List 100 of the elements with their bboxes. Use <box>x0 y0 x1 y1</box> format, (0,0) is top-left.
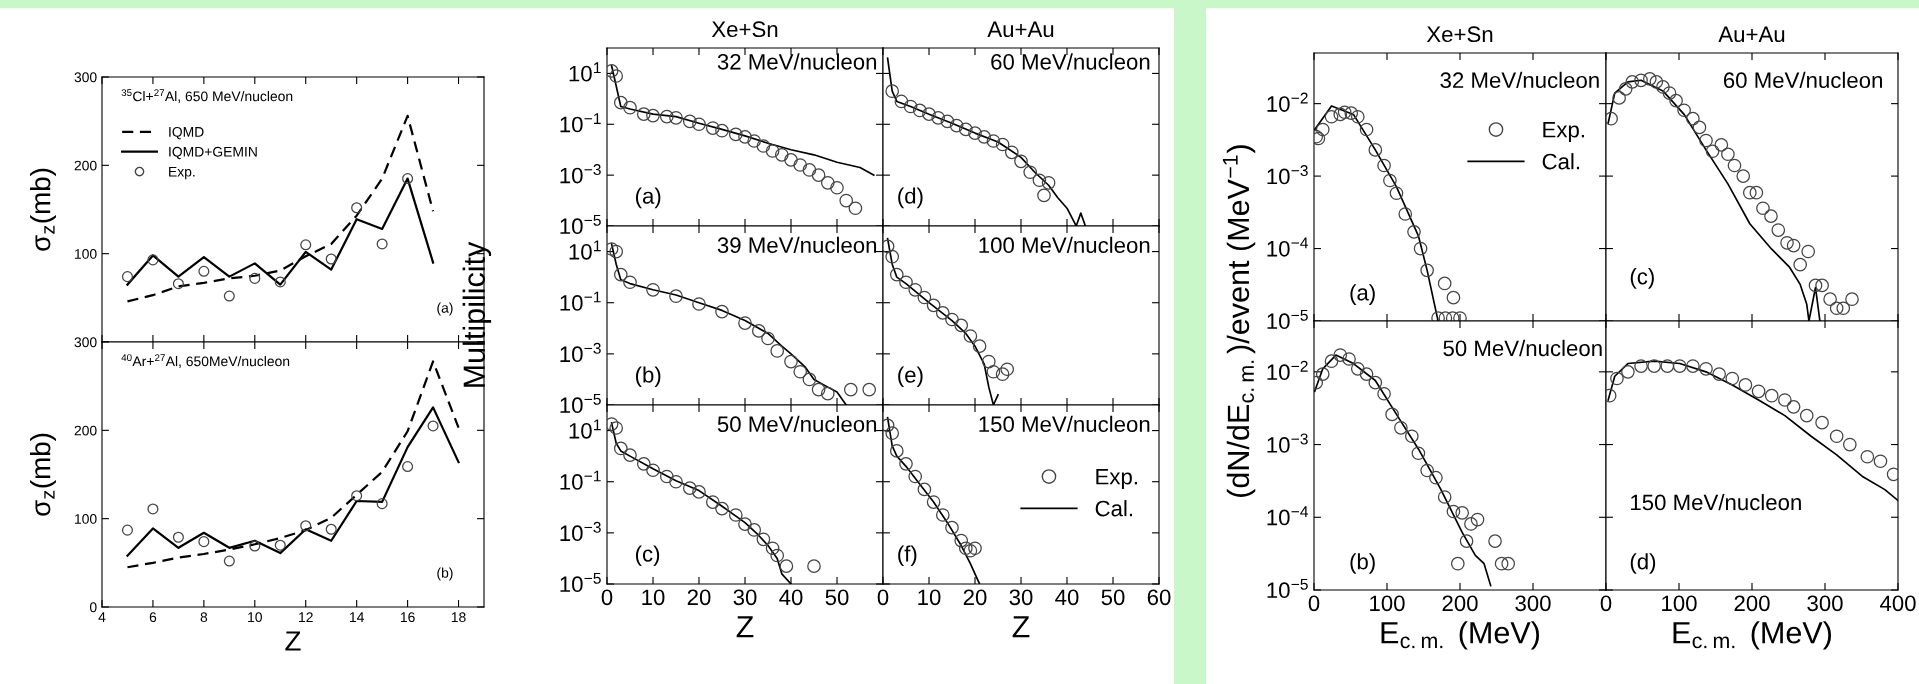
annotation: (e) <box>898 366 923 388</box>
annotation: 50 MeV/nucleon <box>1443 339 1602 357</box>
x-tick-label: 300 <box>1807 595 1843 612</box>
y-tick-label: 10$^{−4}$ <box>1267 237 1309 257</box>
x-tick-label: 6 <box>149 612 157 623</box>
annotation: (a) <box>437 302 453 316</box>
x-tick-label: 200 <box>1734 595 1770 612</box>
annotation: $^{40}$Ar+$^{27}$Al, 650MeV/nucleon <box>121 354 290 368</box>
x-tick-label: 18 <box>451 612 466 623</box>
x-axis-title: E$_{c.m.}$ (MeV) <box>1673 621 1831 650</box>
x-tick-label: 400 <box>1879 595 1916 612</box>
x-tick-label: 12 <box>299 612 313 622</box>
chart-title: Au+Au <box>987 21 1054 38</box>
x-axis-title: Z <box>1012 616 1030 638</box>
annotation: 39 MeV/nucleon <box>717 236 877 254</box>
x-tick-label: 4 <box>98 612 106 622</box>
annotation: (f) <box>898 545 917 567</box>
legend-label: IQMD+GEMIN <box>169 146 257 160</box>
y-tick-label: 10$^{−5}$ <box>1267 309 1308 330</box>
y-tick-label: 10$^{−5}$ <box>1267 578 1308 599</box>
x-tick-label: 30 <box>733 589 757 606</box>
x-tick-label: 0 <box>877 589 889 606</box>
y-tick-label: 200 <box>74 425 97 436</box>
x-tick-label: 30 <box>1009 589 1033 606</box>
annotation: 50 MeV/nucleon <box>717 415 877 433</box>
chart-title: Au+Au <box>1718 26 1785 43</box>
x-tick-label: 50 <box>825 589 849 606</box>
x-tick-label: 10 <box>918 589 941 606</box>
annotation: (d) <box>898 187 923 209</box>
x-axis-title: E$_{c.m.}$ (MeV) <box>1381 621 1539 650</box>
x-tick-label: 20 <box>687 589 711 606</box>
annotation: (b) <box>1350 553 1375 574</box>
annotation: (b) <box>635 366 661 388</box>
annotation: 150 MeV/nucleon <box>979 415 1150 433</box>
y-axis-title: σ$_{z}$(mb) <box>30 168 56 251</box>
x-tick-label: 20 <box>963 589 987 606</box>
y-axis-title: Multipilicity <box>462 241 492 387</box>
annotation: 32 MeV/nucleon <box>717 53 877 70</box>
legend-label: Exp. <box>169 166 195 180</box>
y-axis-title: σ$_{z}$(mb) <box>30 433 56 516</box>
x-tick-label: 50 <box>1101 589 1125 606</box>
y-tick-label: 10$^{1}$ <box>569 240 601 260</box>
y-tick-label: 10$^{−3}$ <box>560 342 601 363</box>
y-tick-label: 10$^{−1}$ <box>560 470 601 490</box>
x-tick-label: 40 <box>1055 589 1079 606</box>
y-tick-label: 100 <box>75 514 97 524</box>
x-tick-label: 10 <box>248 612 262 623</box>
x-tick-label: 10 <box>642 589 665 606</box>
y-tick-label: 300 <box>74 337 97 348</box>
y-tick-label: 10$^{−3}$ <box>560 164 601 184</box>
y-tick-label: 10$^{−3}$ <box>560 521 601 542</box>
y-tick-label: 10$^{1}$ <box>569 419 601 439</box>
x-tick-label: 40 <box>779 589 803 606</box>
annotation: 60 MeV/nucleon <box>1723 71 1882 89</box>
annotation: 60 MeV/nucleon <box>991 53 1150 70</box>
annotation: (d) <box>1630 553 1656 574</box>
y-tick-label: 100 <box>75 249 97 259</box>
annotation: (b) <box>437 567 453 581</box>
y-tick-label: 300 <box>74 72 97 83</box>
legend-label: Exp. <box>1096 469 1137 489</box>
x-tick-label: 16 <box>400 612 415 623</box>
x-tick-label: 0 <box>1600 595 1612 612</box>
y-tick-label: 10$^{−3}$ <box>1267 165 1308 185</box>
legend-label: Cal. <box>1095 500 1133 517</box>
x-tick-label: 8 <box>200 612 208 623</box>
y-tick-label: 10$^{1}$ <box>569 62 601 82</box>
y-tick-label: 10$^{−3}$ <box>1267 433 1308 453</box>
y-axis-title: (dN/dE$_{c.m.}$)/event (MeV$^{−1}$) <box>1222 145 1256 497</box>
legend-label: Cal. <box>1542 153 1580 170</box>
annotation: 32 MeV/nucleon <box>1440 71 1599 89</box>
annotation: (c) <box>635 545 660 567</box>
x-tick-label: 60 <box>1147 589 1171 606</box>
x-tick-label: 0 <box>1308 595 1320 612</box>
annotation: $^{35}$Cl+$^{27}$Al, 650 MeV/nucleon <box>121 89 293 103</box>
annotation: (a) <box>635 187 661 209</box>
x-axis-title: Z <box>285 631 301 651</box>
x-tick-label: 100 <box>1370 595 1405 612</box>
chart-title: Xe+Sn <box>711 21 778 38</box>
x-tick-label: 200 <box>1442 595 1478 612</box>
x-tick-label: 100 <box>1662 595 1697 612</box>
annotation: (c) <box>1630 268 1654 289</box>
x-tick-label: 14 <box>350 612 364 622</box>
annotation: (a) <box>1350 284 1375 305</box>
x-tick-label: 0 <box>601 589 613 606</box>
legend-label: IQMD <box>169 126 204 140</box>
y-tick-label: 10$^{−4}$ <box>1267 506 1309 526</box>
x-tick-label: 300 <box>1515 595 1551 612</box>
y-tick-label: 200 <box>74 160 97 171</box>
y-tick-label: 10$^{−1}$ <box>560 291 601 311</box>
y-tick-label: 10$^{−5}$ <box>560 393 601 414</box>
y-tick-label: 10$^{−2}$ <box>1267 360 1308 381</box>
annotation: 150 MeV/nucleon <box>1631 493 1801 511</box>
chart-title: Xe+Sn <box>1426 26 1493 43</box>
x-axis-title: Z <box>736 616 754 638</box>
y-tick-label: 10$^{−5}$ <box>560 572 601 593</box>
y-tick-label: 10$^{−1}$ <box>560 113 601 133</box>
legend-label: Exp. <box>1543 122 1584 142</box>
y-tick-label: 10$^{−5}$ <box>560 214 601 235</box>
y-tick-label: 10$^{−2}$ <box>1267 92 1308 112</box>
annotation: 100 MeV/nucleon <box>979 236 1150 254</box>
